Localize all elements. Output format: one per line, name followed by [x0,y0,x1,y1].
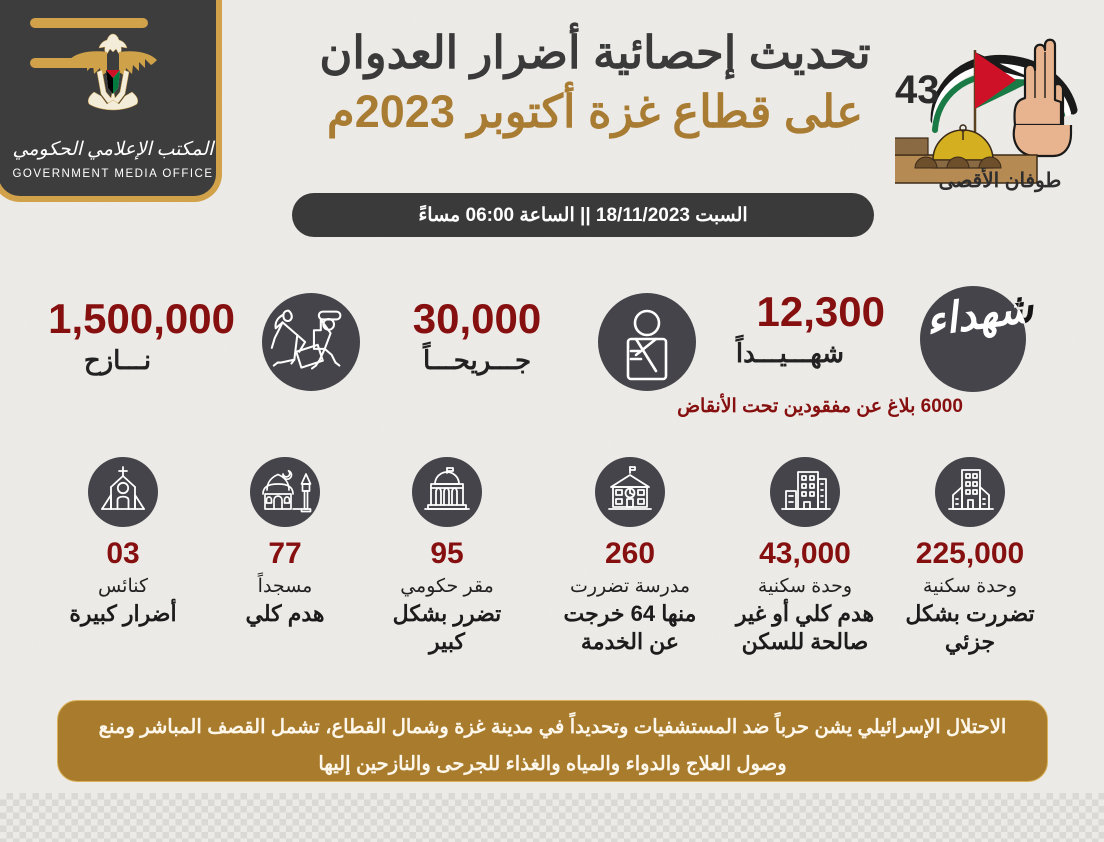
svg-text:43: 43 [895,68,940,112]
